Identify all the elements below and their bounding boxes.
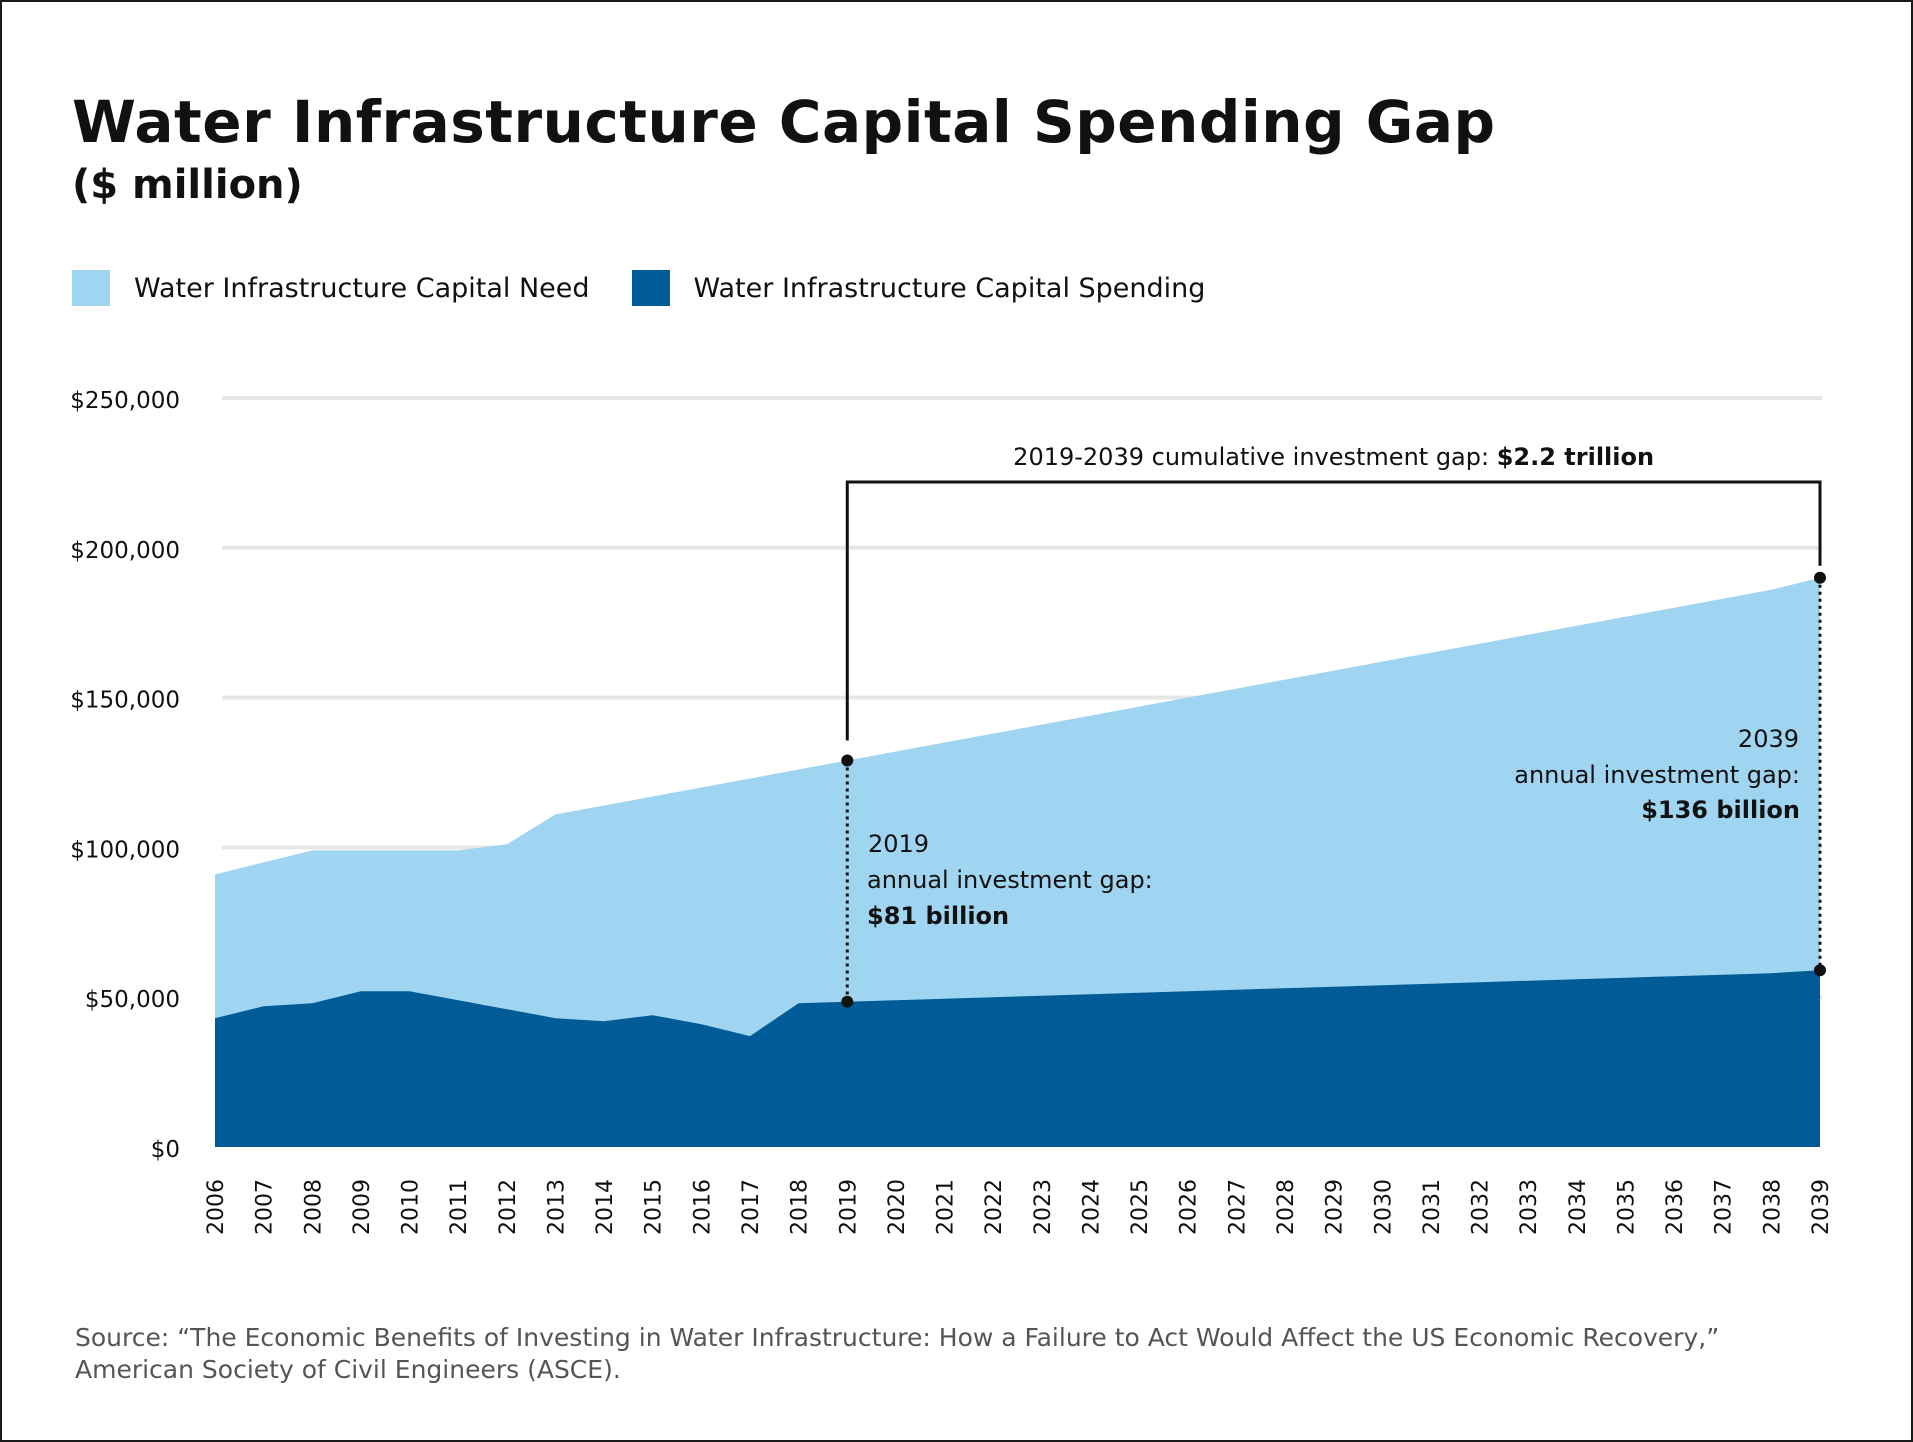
legend-label-spending: Water Infrastructure Capital Spending <box>693 272 1206 304</box>
gap-2019-need-marker <box>841 754 854 767</box>
x-tick-label-2009: 2009 <box>350 1179 375 1235</box>
x-tick-label-2029: 2029 <box>1323 1179 1348 1235</box>
y-axis-ticks: $0 $50,000 $100,000 $150,000 $200,000 $250,00… <box>70 388 180 1163</box>
area-capital-spending <box>215 970 1820 1147</box>
x-tick-label-2036: 2036 <box>1663 1179 1688 1235</box>
chart-subtitle: ($ million) <box>72 162 303 208</box>
x-tick-label-2020: 2020 <box>885 1179 910 1235</box>
gap-2039-year: 2039 <box>1738 725 1799 753</box>
x-tick-label-2018: 2018 <box>788 1179 813 1235</box>
x-tick-label-2030: 2030 <box>1371 1179 1396 1235</box>
gap-2019-value: $81 billion <box>867 902 1009 930</box>
x-tick-label-2017: 2017 <box>739 1179 764 1235</box>
series-areas <box>215 577 1820 1147</box>
x-tick-label-2024: 2024 <box>1079 1179 1104 1235</box>
source-line-2: American Society of Civil Engineers (ASC… <box>75 1355 621 1384</box>
gap-2039-value: $136 billion <box>1641 796 1800 824</box>
gap-2039-need-marker <box>1814 571 1826 584</box>
x-tick-label-2008: 2008 <box>301 1179 326 1235</box>
x-tick-label-2011: 2011 <box>447 1179 472 1235</box>
cumulative-gap-prefix: 2019-2039 cumulative investment gap: <box>1013 443 1497 471</box>
x-tick-label-2032: 2032 <box>1469 1179 1494 1235</box>
gap-2019-label: annual investment gap: <box>867 866 1153 894</box>
x-tick-label-2039: 2039 <box>1809 1179 1834 1235</box>
x-tick-label-2033: 2033 <box>1517 1179 1542 1235</box>
y-tick-label-250000: $250,000 <box>70 388 180 414</box>
y-tick-label-200000: $200,000 <box>70 538 180 564</box>
legend-swatch-need <box>72 270 110 306</box>
legend-swatch-spending <box>631 270 670 306</box>
x-tick-label-2012: 2012 <box>496 1179 521 1235</box>
y-tick-label-100000: $100,000 <box>70 837 180 863</box>
source-line-1: Source: “The Economic Benefits of Invest… <box>75 1323 1720 1352</box>
x-axis-ticks: 2006 2007 2008 2009 2010 2011 2012 2013 2014 2015… <box>204 1179 1834 1235</box>
x-tick-label-2034: 2034 <box>1566 1179 1591 1235</box>
x-tick-label-2023: 2023 <box>1031 1179 1056 1235</box>
legend-item-need: Water Infrastructure Capital Need <box>72 270 590 306</box>
cumulative-gap-label: 2019-2039 cumulative investment gap: $2.… <box>1013 443 1654 471</box>
x-tick-label-2014: 2014 <box>593 1179 618 1235</box>
x-tick-label-2006: 2006 <box>204 1179 229 1235</box>
x-tick-label-2016: 2016 <box>690 1179 715 1235</box>
y-tick-label-0: $0 <box>151 1137 180 1163</box>
x-tick-label-2015: 2015 <box>642 1179 667 1235</box>
legend: Water Infrastructure Capital Need Water … <box>72 270 1247 306</box>
gap-2019-spending-marker <box>841 995 854 1008</box>
x-tick-label-2025: 2025 <box>1128 1179 1153 1235</box>
x-tick-label-2013: 2013 <box>544 1179 569 1235</box>
x-tick-label-2010: 2010 <box>399 1179 424 1235</box>
x-tick-label-2038: 2038 <box>1760 1179 1785 1235</box>
x-tick-label-2019: 2019 <box>836 1179 861 1235</box>
source-note: Source: “The Economic Benefits of Invest… <box>75 1322 1855 1386</box>
x-tick-label-2037: 2037 <box>1712 1179 1737 1235</box>
cumulative-gap-bracket <box>845 480 1822 741</box>
gap-2039-label: annual investment gap: <box>1514 761 1800 789</box>
area-chart: $0 $50,000 $100,000 $150,000 $200,000 $250,00… <box>70 388 1834 1235</box>
x-tick-label-2021: 2021 <box>934 1179 959 1235</box>
chart-title: Water Infrastructure Capital Spending Ga… <box>72 88 1496 156</box>
x-tick-label-2028: 2028 <box>1274 1179 1299 1235</box>
x-tick-label-2027: 2027 <box>1225 1179 1250 1235</box>
gap-2039-spending-marker <box>1814 964 1826 977</box>
gap-2019-year: 2019 <box>868 830 929 858</box>
y-tick-label-50000: $50,000 <box>85 987 180 1013</box>
annotations: 2019-2039 cumulative investment gap: $2.… <box>841 443 1826 1008</box>
x-tick-label-2035: 2035 <box>1614 1179 1639 1235</box>
y-tick-label-150000: $150,000 <box>70 688 180 714</box>
legend-label-need: Water Infrastructure Capital Need <box>134 272 590 304</box>
x-tick-label-2026: 2026 <box>1177 1179 1202 1235</box>
cumulative-gap-value: $2.2 trillion <box>1497 443 1654 471</box>
legend-item-spending: Water Infrastructure Capital Spending <box>631 270 1206 306</box>
x-tick-label-2007: 2007 <box>253 1179 278 1235</box>
x-tick-label-2022: 2022 <box>982 1179 1007 1235</box>
x-tick-label-2031: 2031 <box>1420 1179 1445 1235</box>
